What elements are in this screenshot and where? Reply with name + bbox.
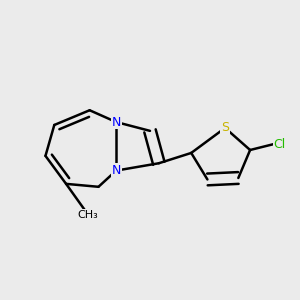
Text: Cl: Cl bbox=[274, 138, 286, 151]
Text: S: S bbox=[221, 122, 229, 134]
Text: N: N bbox=[112, 116, 121, 128]
Text: N: N bbox=[112, 164, 121, 177]
Text: CH₃: CH₃ bbox=[78, 210, 98, 220]
